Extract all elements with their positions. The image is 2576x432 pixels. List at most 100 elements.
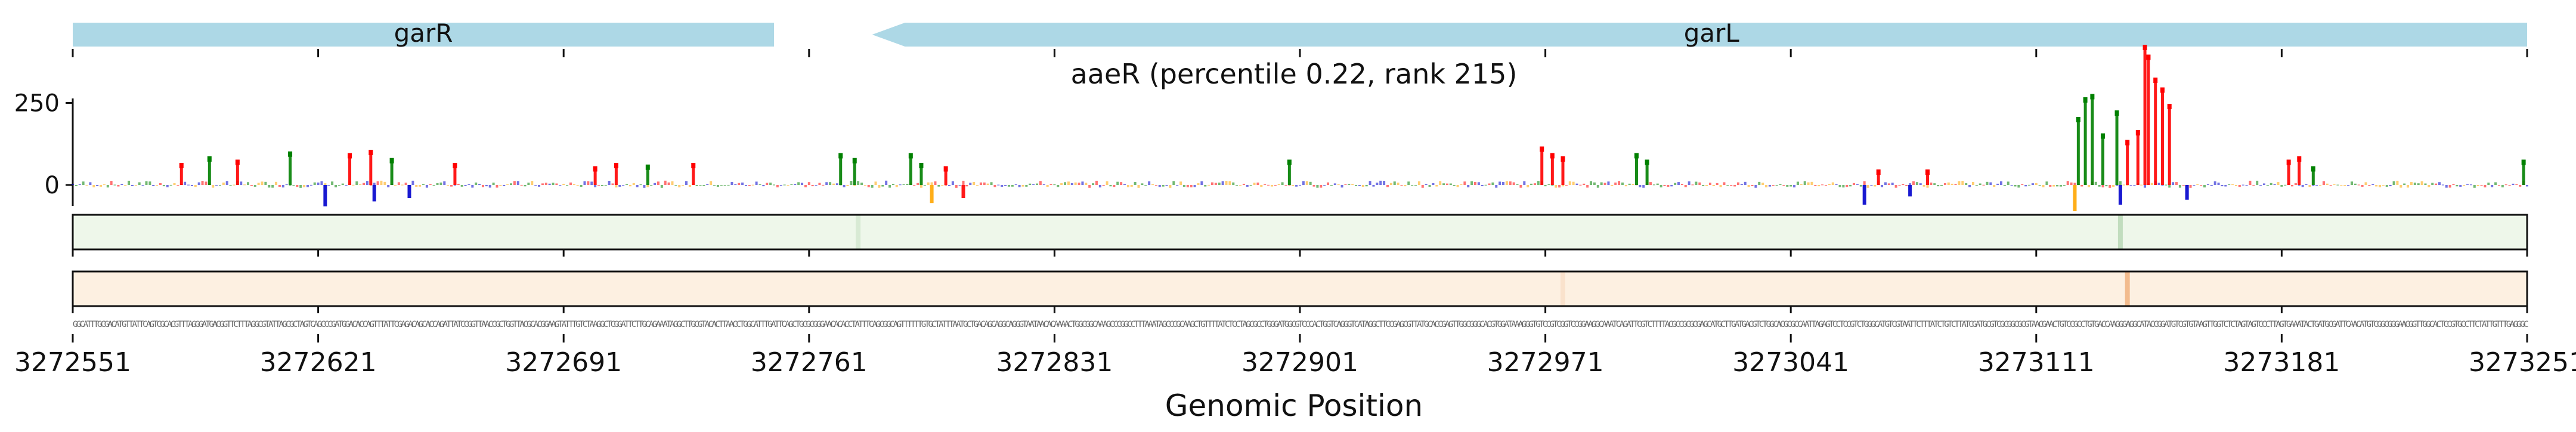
sequence-base: G (1528, 320, 1533, 329)
logo-background-mark (1603, 183, 1606, 185)
logo-background-mark (986, 183, 989, 185)
sequence-base: G (2395, 320, 2399, 329)
logo-background-mark (2241, 184, 2244, 186)
sequence-base: T (129, 320, 134, 329)
logo-background-mark (2298, 185, 2301, 186)
logo-background-mark (1337, 184, 1340, 186)
sequence-base: G (2520, 320, 2525, 329)
sequence-base: A (1040, 320, 1045, 329)
logo-peak-5 (369, 152, 373, 185)
sequence-base: G (1703, 320, 1708, 329)
logo-background-mark (215, 185, 218, 186)
logo-peak-cap-13 (852, 158, 857, 163)
logo-background-mark (1523, 181, 1526, 185)
logo-background-mark (1130, 185, 1133, 187)
logo-background-mark (2487, 183, 2490, 185)
logo-background-mark (2133, 185, 2136, 186)
logo-background-mark (955, 185, 958, 188)
logo-background-mark (1926, 185, 1929, 188)
sequence-base: T (1204, 320, 1209, 329)
sequence-base: T (2063, 320, 2068, 329)
logo-background-mark (555, 183, 558, 185)
sequence-base: A (1902, 320, 1908, 329)
sequence-base: T (450, 320, 455, 329)
logo-background-mark (1950, 183, 1953, 185)
logo-peak-35 (2160, 90, 2164, 185)
logo-peak-cap-4 (348, 153, 352, 159)
logo-background-mark (2466, 184, 2469, 185)
logo-background-mark (973, 181, 976, 185)
heatmap-track-2 (72, 270, 2528, 313)
sequence-base: T (1724, 320, 1729, 329)
logo-background-mark (1821, 184, 1824, 186)
logo-background-mark (958, 185, 961, 186)
logo-background-mark (303, 185, 306, 187)
sequence-base: T (205, 320, 210, 329)
logo-background-mark (801, 183, 804, 185)
logo-background-mark (1726, 185, 1729, 186)
sequence-base: A (711, 320, 717, 329)
logo-background-mark (281, 185, 284, 188)
logo-background-mark (2463, 185, 2466, 186)
logo-background-mark (843, 185, 846, 187)
sequence-base: G (2188, 320, 2193, 329)
sequence-base: T (1215, 320, 1220, 329)
sequence-base: T (1888, 320, 1894, 329)
sequence-base: C (1843, 320, 1847, 329)
logo-background-mark (1698, 182, 1701, 185)
logo-background-mark (2361, 185, 2364, 187)
sequence-base: C (1686, 320, 1690, 329)
sequence-base: T (2440, 320, 2445, 329)
sequence-base: C (2436, 320, 2441, 329)
logo-background-mark (2017, 185, 2020, 188)
logo-background-mark (2389, 185, 2392, 187)
logo-peak-36 (2168, 106, 2171, 185)
sequence-base: A (2248, 320, 2253, 329)
sequence-base: A (425, 320, 431, 329)
sequence-base: T (338, 320, 343, 329)
logo-background-mark (285, 184, 288, 186)
logo-background-mark (1979, 183, 1981, 185)
sequence-base: T (722, 320, 727, 329)
sequence-base: A (2196, 320, 2201, 329)
logo-background-mark (1109, 185, 1112, 187)
heatmap-2-hotspot-0 (2125, 271, 2130, 306)
logo-background-mark (499, 185, 502, 186)
logo-background-mark (766, 183, 769, 185)
sequence-base: T (240, 320, 246, 329)
sequence-base: C (1616, 320, 1621, 329)
logo-background-mark (1029, 183, 1032, 185)
logo-background-mark (2382, 185, 2385, 186)
sequence-base: G (2506, 320, 2511, 329)
sequence-base: A (1626, 320, 1631, 329)
sequence-base: G (1592, 320, 1596, 329)
logo-background-mark (425, 185, 428, 188)
sequence-base: A (656, 320, 661, 329)
logo-background-mark (1007, 185, 1010, 187)
logo-background-mark (1747, 185, 1750, 187)
logo-background-mark (2379, 185, 2382, 187)
sequence-base: C (1857, 320, 1862, 329)
logo-background-mark (1085, 183, 1088, 185)
logo-background-mark (1737, 182, 1739, 185)
sequence-base: C (2004, 320, 2008, 329)
sequence-base: T (942, 320, 948, 329)
logo-peak-27 (2091, 96, 2094, 185)
logo-background-mark (1460, 184, 1463, 186)
sequence-base: T (1651, 320, 1656, 329)
sequence-base: C (1986, 320, 1990, 329)
sequence-base: G (743, 320, 748, 329)
logo-background-mark (162, 185, 165, 187)
logo-peak-cap-14 (908, 153, 913, 159)
sequence-base: C (645, 320, 650, 329)
logo-background-mark (1383, 180, 1386, 185)
sequence-base: T (1141, 320, 1147, 329)
logo-background-mark (1316, 185, 1319, 188)
sequence-base: G (1246, 320, 1250, 329)
logo-background-mark (1940, 185, 1943, 186)
sequence-base: C (1172, 320, 1177, 329)
sequence-base: G (1752, 320, 1757, 329)
sequence-base: G (1284, 320, 1289, 329)
logo-background-mark (1803, 181, 1806, 185)
logo-background-mark (1295, 185, 1298, 187)
